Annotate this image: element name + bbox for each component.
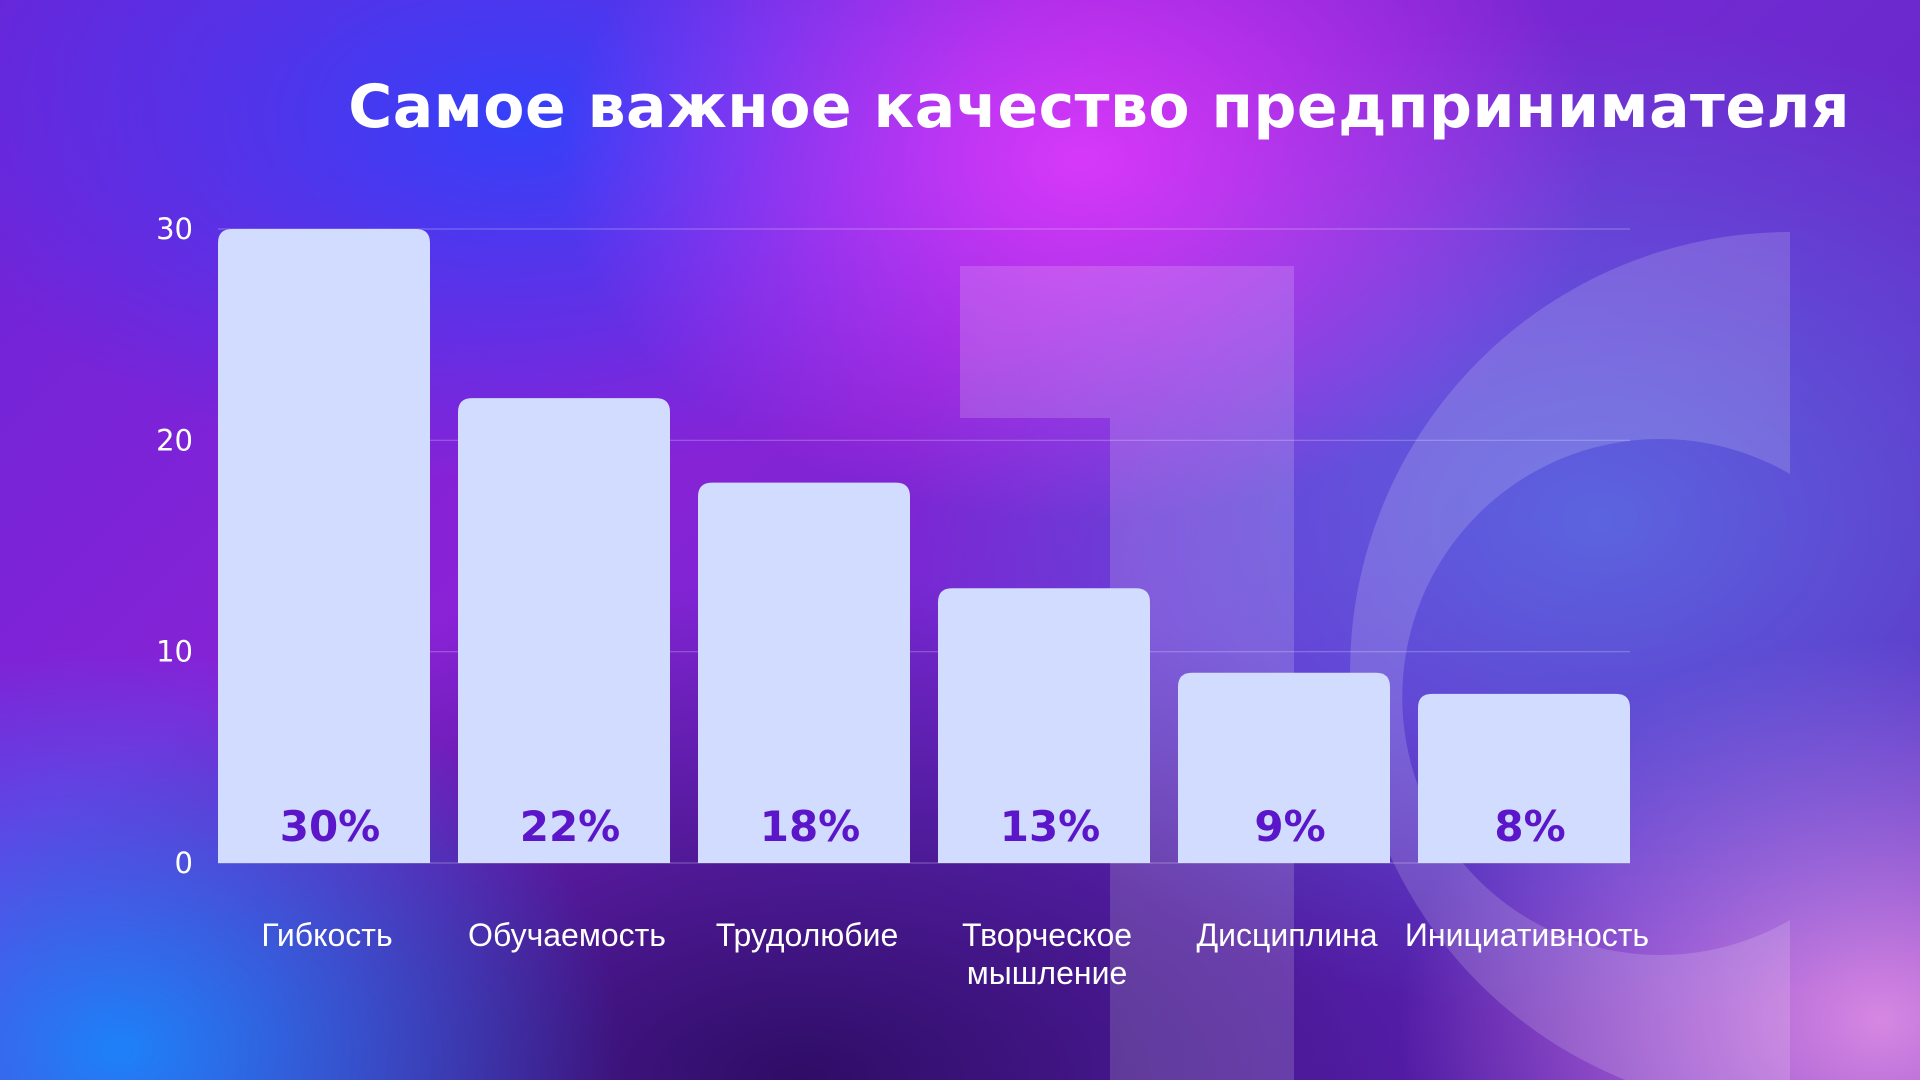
category-label: Гибкость [261,917,392,953]
category-label-line: Трудолюбие [716,917,899,953]
bar [1178,672,1390,863]
category-label-line: Творческое [962,917,1132,953]
bar-value-label: 8% [1494,802,1565,851]
x-axis: Гибкость Обучаемость Трудолюбие Творческое м… [261,917,1649,991]
bar-value-label: 9% [1254,802,1325,851]
y-tick-label: 0 [175,846,193,880]
gridlines [218,228,1630,864]
category-label-line: Обучаемость [468,917,666,953]
y-tick-label: 10 [156,635,193,669]
y-axis: 0 10 20 30 [156,212,193,880]
bar [938,588,1150,863]
chart-title: Самое важное качество предпринимателя [348,72,1850,142]
bar [1418,693,1630,863]
bar [698,482,910,863]
y-tick-label: 30 [156,212,193,246]
category-label: Обучаемость [468,917,666,953]
category-label-line: мышление [967,955,1127,991]
category-label-line: Инициативность [1405,917,1649,953]
bars [218,229,1630,863]
bar-value-label: 22% [520,802,621,851]
bar [458,398,670,863]
category-label: Дисциплина [1196,917,1377,953]
bar-value-label: 30% [280,802,381,851]
category-label-line: Дисциплина [1196,917,1377,953]
bar-value-label: 13% [1000,802,1101,851]
watermark-c-shape [1350,232,1790,1080]
bar-value-label: 18% [760,802,861,851]
category-label: Трудолюбие [716,917,899,953]
bar-value-labels: 30% 22% 18% 13% 9% 8% [280,802,1566,851]
category-label-line: Гибкость [261,917,392,953]
category-label: Инициативность [1405,917,1649,953]
category-label: Творческое мышление [962,917,1132,991]
y-tick-label: 20 [156,423,193,457]
bar [218,229,430,863]
